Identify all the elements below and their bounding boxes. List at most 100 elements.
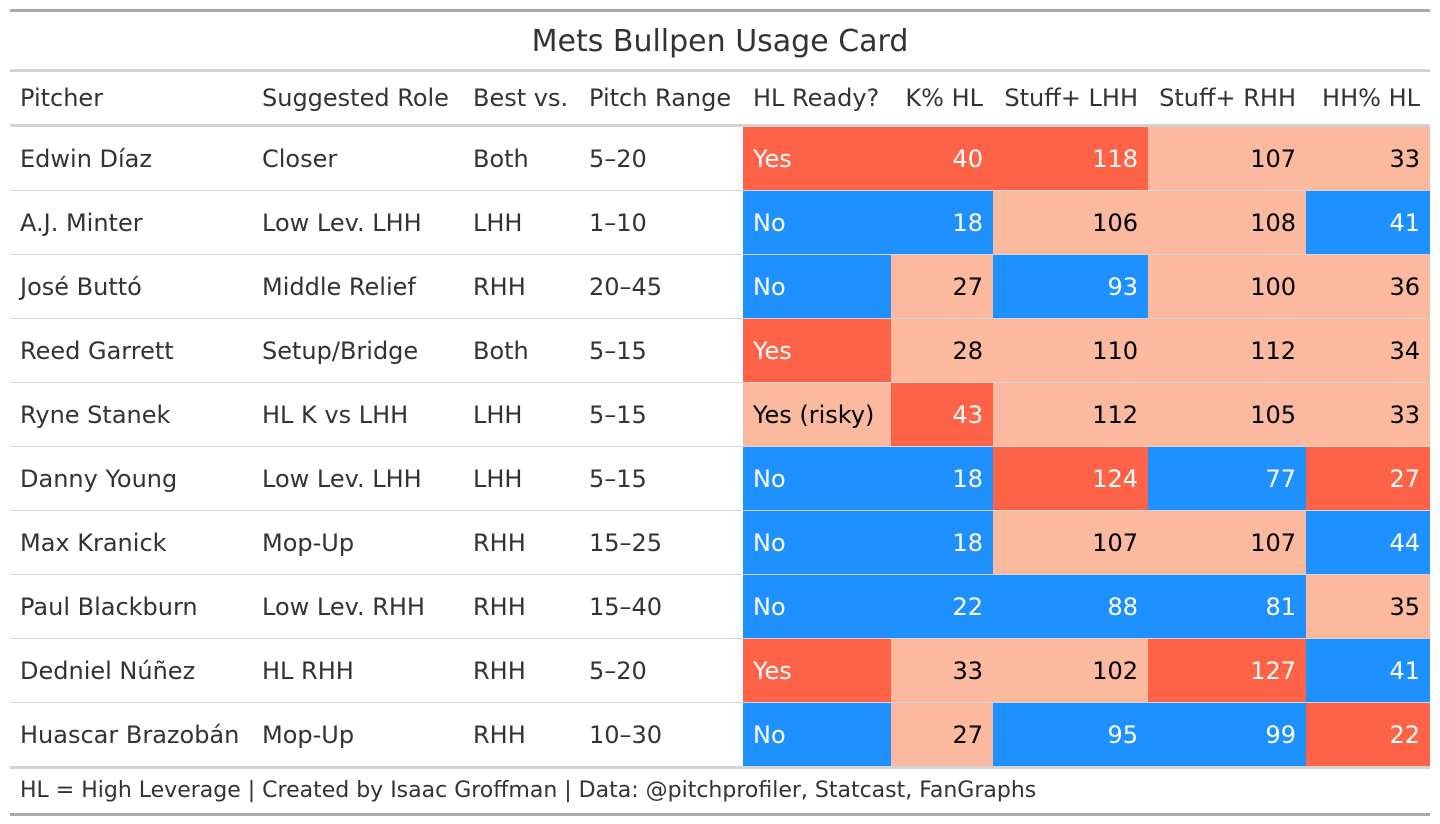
cell-best-vs: LHH — [463, 446, 579, 511]
cell-stuff-lhh: 95 — [993, 702, 1148, 769]
cell-k-pct-hl: 40 — [891, 125, 993, 191]
cell-hh-pct-hl: 35 — [1306, 574, 1430, 639]
cell-hh-pct-hl: 33 — [1306, 125, 1430, 191]
cell-stuff-lhh: 106 — [993, 190, 1148, 255]
cell-best-vs: Both — [463, 125, 579, 191]
cell-k-pct-hl: 27 — [891, 254, 993, 319]
cell-suggested-role: Low Lev. LHH — [252, 446, 463, 511]
cell-pitch-range: 5–15 — [579, 382, 743, 447]
cell-suggested-role: Setup/Bridge — [252, 318, 463, 383]
table-row: Reed Garrett Setup/Bridge Both 5–15 Yes 28 110… — [10, 318, 1430, 383]
cell-suggested-role: Mop-Up — [252, 510, 463, 575]
cell-best-vs: RHH — [463, 638, 579, 703]
col-header-hl-ready: HL Ready? — [743, 72, 891, 127]
cell-suggested-role: Low Lev. LHH — [252, 190, 463, 255]
cell-suggested-role: HL K vs LHH — [252, 382, 463, 447]
cell-pitch-range: 15–40 — [579, 574, 743, 639]
cell-hl-ready: No — [743, 574, 891, 639]
cell-best-vs: LHH — [463, 190, 579, 255]
cell-pitcher: Ryne Stanek — [10, 382, 252, 447]
table-row: A.J. Minter Low Lev. LHH LHH 1–10 No 18 106 108… — [10, 190, 1430, 255]
cell-hh-pct-hl: 34 — [1306, 318, 1430, 383]
col-header-stuff-lhh: Stuff+ LHH — [993, 72, 1148, 127]
cell-stuff-lhh: 110 — [993, 318, 1148, 383]
cell-stuff-rhh: 127 — [1148, 638, 1306, 703]
cell-pitch-range: 20–45 — [579, 254, 743, 319]
cell-best-vs: RHH — [463, 702, 579, 769]
col-header-k-pct-hl: K% HL — [891, 72, 993, 127]
cell-hh-pct-hl: 33 — [1306, 382, 1430, 447]
bullpen-usage-card: Mets Bullpen Usage Card Pitcher Suggeste… — [10, 9, 1430, 816]
cell-stuff-rhh: 112 — [1148, 318, 1306, 383]
cell-pitcher: Edwin Díaz — [10, 125, 252, 191]
cell-hh-pct-hl: 44 — [1306, 510, 1430, 575]
cell-hl-ready: Yes — [743, 318, 891, 383]
footnote: HL = High Leverage | Created by Isaac Gr… — [20, 778, 1037, 803]
table-row: Danny Young Low Lev. LHH LHH 5–15 No 18 124 77 2… — [10, 446, 1430, 511]
cell-suggested-role: Middle Relief — [252, 254, 463, 319]
cell-k-pct-hl: 27 — [891, 702, 993, 769]
cell-stuff-lhh: 107 — [993, 510, 1148, 575]
col-header-best-vs: Best vs. — [463, 72, 579, 127]
cell-best-vs: RHH — [463, 574, 579, 639]
cell-hh-pct-hl: 27 — [1306, 446, 1430, 511]
cell-stuff-lhh: 124 — [993, 446, 1148, 511]
title-rule — [10, 69, 1430, 72]
cell-stuff-rhh: 99 — [1148, 702, 1306, 769]
cell-stuff-lhh: 112 — [993, 382, 1148, 447]
cell-hl-ready: No — [743, 510, 891, 575]
bottom-rule — [10, 813, 1430, 816]
cell-pitcher: José Buttó — [10, 254, 252, 319]
cell-pitcher: Max Kranick — [10, 510, 252, 575]
cell-stuff-lhh: 102 — [993, 638, 1148, 703]
cell-hl-ready: Yes — [743, 638, 891, 703]
cell-k-pct-hl: 18 — [891, 190, 993, 255]
bullpen-table: Pitcher Suggested Role Best vs. Pitch Ra… — [10, 72, 1430, 769]
cell-stuff-rhh: 100 — [1148, 254, 1306, 319]
cell-pitch-range: 10–30 — [579, 702, 743, 769]
cell-hh-pct-hl: 36 — [1306, 254, 1430, 319]
cell-suggested-role: Closer — [252, 125, 463, 191]
top-rule — [10, 9, 1430, 12]
cell-hl-ready: No — [743, 254, 891, 319]
cell-pitch-range: 1–10 — [579, 190, 743, 255]
cell-best-vs: LHH — [463, 382, 579, 447]
cell-best-vs: RHH — [463, 254, 579, 319]
cell-hl-ready: Yes — [743, 125, 891, 191]
cell-stuff-lhh: 118 — [993, 125, 1148, 191]
cell-hl-ready: No — [743, 446, 891, 511]
cell-best-vs: Both — [463, 318, 579, 383]
cell-suggested-role: Low Lev. RHH — [252, 574, 463, 639]
cell-pitcher: Reed Garrett — [10, 318, 252, 383]
cell-stuff-rhh: 107 — [1148, 510, 1306, 575]
cell-stuff-lhh: 88 — [993, 574, 1148, 639]
cell-pitcher: Paul Blackburn — [10, 574, 252, 639]
header-row: Pitcher Suggested Role Best vs. Pitch Ra… — [10, 72, 1430, 127]
col-header-pitch-range: Pitch Range — [579, 72, 743, 127]
col-header-stuff-rhh: Stuff+ RHH — [1148, 72, 1306, 127]
cell-hh-pct-hl: 41 — [1306, 190, 1430, 255]
cell-pitch-range: 5–20 — [579, 638, 743, 703]
table-row: José Buttó Middle Relief RHH 20–45 No 27 93 100… — [10, 254, 1430, 319]
cell-stuff-rhh: 77 — [1148, 446, 1306, 511]
cell-pitch-range: 15–25 — [579, 510, 743, 575]
cell-hl-ready: No — [743, 190, 891, 255]
table-row: Huascar Brazobán Mop-Up RHH 10–30 No 27 95 99 22 — [10, 702, 1430, 769]
cell-stuff-rhh: 107 — [1148, 125, 1306, 191]
table-body: Edwin Díaz Closer Both 5–20 Yes 40 118 107 33 A.J… — [10, 125, 1430, 769]
cell-pitcher: Danny Young — [10, 446, 252, 511]
cell-hh-pct-hl: 22 — [1306, 702, 1430, 769]
cell-suggested-role: Mop-Up — [252, 702, 463, 769]
cell-k-pct-hl: 22 — [891, 574, 993, 639]
cell-stuff-lhh: 93 — [993, 254, 1148, 319]
cell-k-pct-hl: 18 — [891, 510, 993, 575]
cell-k-pct-hl: 28 — [891, 318, 993, 383]
table-row: Paul Blackburn Low Lev. RHH RHH 15–40 No 22 88… — [10, 574, 1430, 639]
cell-k-pct-hl: 33 — [891, 638, 993, 703]
col-header-pitcher: Pitcher — [10, 72, 252, 127]
cell-hl-ready: No — [743, 702, 891, 769]
cell-hl-ready: Yes (risky) — [743, 382, 891, 447]
table-row: Edwin Díaz Closer Both 5–20 Yes 40 118 107 33 — [10, 125, 1430, 191]
col-header-suggested-role: Suggested Role — [252, 72, 463, 127]
cell-pitcher: Dedniel Núñez — [10, 638, 252, 703]
